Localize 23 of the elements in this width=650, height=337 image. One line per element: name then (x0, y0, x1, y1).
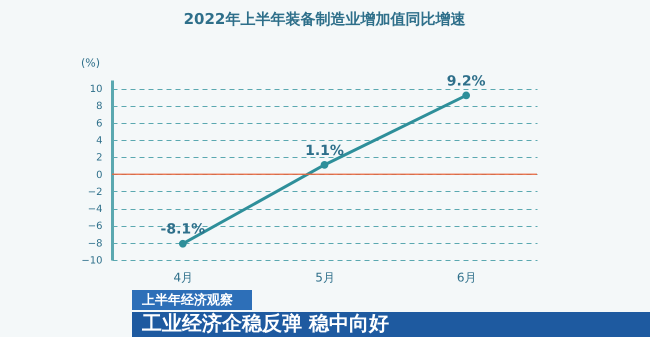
x-tick-label: 4月 (174, 270, 194, 284)
y-tick-label: 4 (96, 136, 102, 146)
y-tick-label: −4 (88, 204, 102, 216)
y-tick-label: −2 (88, 186, 102, 198)
chart-title: 2022年上半年装备制造业增加值同比增速 (184, 10, 466, 28)
x-tick-label: 6月 (456, 270, 476, 284)
y-tick-label: −10 (81, 256, 102, 266)
y-tick-label: −6 (88, 221, 102, 232)
data-label: 9.2% (446, 73, 486, 90)
y-tick-label: 8 (96, 101, 102, 112)
y-tick-label: 2 (96, 152, 102, 164)
y-axis-title: (%) (80, 56, 100, 70)
y-tick-label: −8 (88, 238, 102, 250)
text: 工业经济企稳反弹 稳中向好 (141, 311, 389, 335)
data-label: 1.1% (305, 142, 344, 159)
point (178, 240, 187, 248)
y-tick-label: 6 (96, 118, 102, 130)
point (462, 92, 470, 100)
text: 上半年经济观察 (141, 292, 233, 308)
y-tick-label: 10 (90, 84, 102, 96)
y-tick-label: 0 (96, 170, 102, 181)
x-tick-label: 5月 (315, 270, 335, 284)
point (320, 160, 328, 169)
